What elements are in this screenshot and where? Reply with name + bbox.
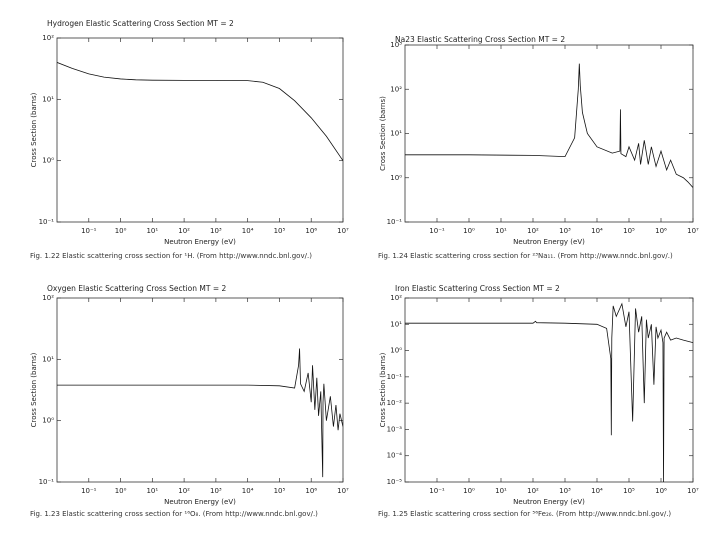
- figure-caption: Fig. 1.23 Elastic scattering cross secti…: [30, 510, 318, 518]
- data-line: [57, 62, 343, 161]
- chart: Oxygen Elastic Scattering Cross Section …: [30, 284, 349, 518]
- y-tick-label: 10¹: [390, 130, 402, 138]
- x-tick-label: 10⁰: [115, 227, 127, 235]
- x-tick-label: 10¹: [146, 487, 158, 495]
- y-tick-label: 10¹: [42, 95, 54, 103]
- x-tick-label: 10⁷: [687, 227, 699, 235]
- x-tick-label: 10²: [178, 227, 190, 235]
- y-tick-label: 10⁻¹: [387, 218, 403, 226]
- y-tick-label: 10⁻²: [387, 399, 403, 407]
- x-tick-label: 10³: [210, 487, 222, 495]
- plot-frame: [56, 297, 344, 483]
- x-tick-label: 10⁵: [623, 487, 635, 495]
- x-tick-label: 10¹: [495, 487, 507, 495]
- y-tick-label: 10⁻³: [387, 425, 403, 433]
- chart: Hydrogen Elastic Scattering Cross Sectio…: [30, 19, 349, 260]
- x-tick-label: 10⁻¹: [429, 227, 445, 235]
- y-tick-label: 10⁰: [42, 157, 54, 165]
- x-axis-label: Neutron Energy (eV): [164, 498, 236, 506]
- x-tick-label: 10⁷: [337, 227, 349, 235]
- y-tick-label: 10⁻⁵: [387, 478, 403, 486]
- x-tick-label: 10⁶: [305, 487, 317, 495]
- plot-frame: [404, 44, 694, 223]
- x-tick-label: 10³: [559, 487, 571, 495]
- x-tick-label: 10⁴: [242, 227, 254, 235]
- x-tick-label: 10²: [527, 487, 539, 495]
- x-tick-label: 10⁴: [591, 487, 603, 495]
- x-tick-label: 10⁰: [463, 227, 475, 235]
- chart: Iron Elastic Scattering Cross Section MT…: [378, 284, 699, 518]
- chart-title: Iron Elastic Scattering Cross Section MT…: [395, 284, 560, 293]
- y-tick-label: 10⁻¹: [39, 218, 55, 226]
- figure-caption: Fig. 1.24 Elastic scattering cross secti…: [378, 252, 673, 260]
- x-tick-label: 10³: [559, 227, 571, 235]
- y-axis-label: Cross Section (barns): [379, 96, 387, 171]
- x-tick-label: 10⁶: [655, 227, 667, 235]
- y-axis-label: Cross Section (barns): [379, 352, 387, 427]
- x-axis-label: Neutron Energy (eV): [513, 498, 585, 506]
- x-tick-label: 10⁵: [623, 227, 635, 235]
- y-tick-label: 10²: [42, 294, 54, 302]
- x-tick-label: 10⁷: [687, 487, 699, 495]
- x-tick-label: 10⁵: [274, 227, 286, 235]
- y-tick-label: 10²: [42, 34, 54, 42]
- x-tick-label: 10⁶: [305, 227, 317, 235]
- y-tick-label: 10²: [390, 85, 402, 93]
- x-tick-label: 10⁷: [337, 487, 349, 495]
- chart-title: Oxygen Elastic Scattering Cross Section …: [47, 284, 226, 293]
- figure-caption: Fig. 1.25 Elastic scattering cross secti…: [378, 510, 671, 518]
- chart-title: Hydrogen Elastic Scattering Cross Sectio…: [47, 19, 234, 28]
- x-tick-label: 10⁴: [242, 487, 254, 495]
- x-tick-label: 10⁻¹: [429, 487, 445, 495]
- x-tick-label: 10⁻¹: [81, 487, 97, 495]
- data-line: [57, 348, 343, 478]
- x-tick-label: 10²: [178, 487, 190, 495]
- y-axis-label: Cross Section (barns): [30, 92, 38, 167]
- data-line: [405, 302, 693, 482]
- data-line: [405, 63, 693, 188]
- x-tick-label: 10⁶: [655, 487, 667, 495]
- y-tick-label: 10⁻⁴: [387, 452, 403, 460]
- y-tick-label: 10⁰: [390, 347, 402, 355]
- y-axis-label: Cross Section (barns): [30, 352, 38, 427]
- x-tick-label: 10⁵: [274, 487, 286, 495]
- x-tick-label: 10⁴: [591, 227, 603, 235]
- x-axis-label: Neutron Energy (eV): [513, 238, 585, 246]
- y-tick-label: 10⁰: [42, 417, 54, 425]
- x-tick-label: 10¹: [146, 227, 158, 235]
- y-tick-label: 10¹: [42, 355, 54, 363]
- x-tick-label: 10⁰: [115, 487, 127, 495]
- plot-frame: [404, 297, 694, 483]
- figure-caption: Fig. 1.22 Elastic scattering cross secti…: [30, 252, 312, 260]
- y-tick-label: 10²: [390, 294, 402, 302]
- y-tick-label: 10⁻¹: [387, 373, 403, 381]
- chart: Na23 Elastic Scattering Cross Section MT…: [378, 35, 699, 260]
- y-tick-label: 10³: [390, 41, 402, 49]
- y-tick-label: 10⁻¹: [39, 478, 55, 486]
- x-axis-label: Neutron Energy (eV): [164, 238, 236, 246]
- y-tick-label: 10¹: [390, 320, 402, 328]
- y-tick-label: 10⁰: [390, 174, 402, 182]
- x-tick-label: 10²: [527, 227, 539, 235]
- x-tick-label: 10³: [210, 227, 222, 235]
- x-tick-label: 10¹: [495, 227, 507, 235]
- x-tick-label: 10⁻¹: [81, 227, 97, 235]
- x-tick-label: 10⁰: [463, 487, 475, 495]
- plot-frame: [56, 37, 344, 223]
- chart-title: Na23 Elastic Scattering Cross Section MT…: [395, 35, 565, 44]
